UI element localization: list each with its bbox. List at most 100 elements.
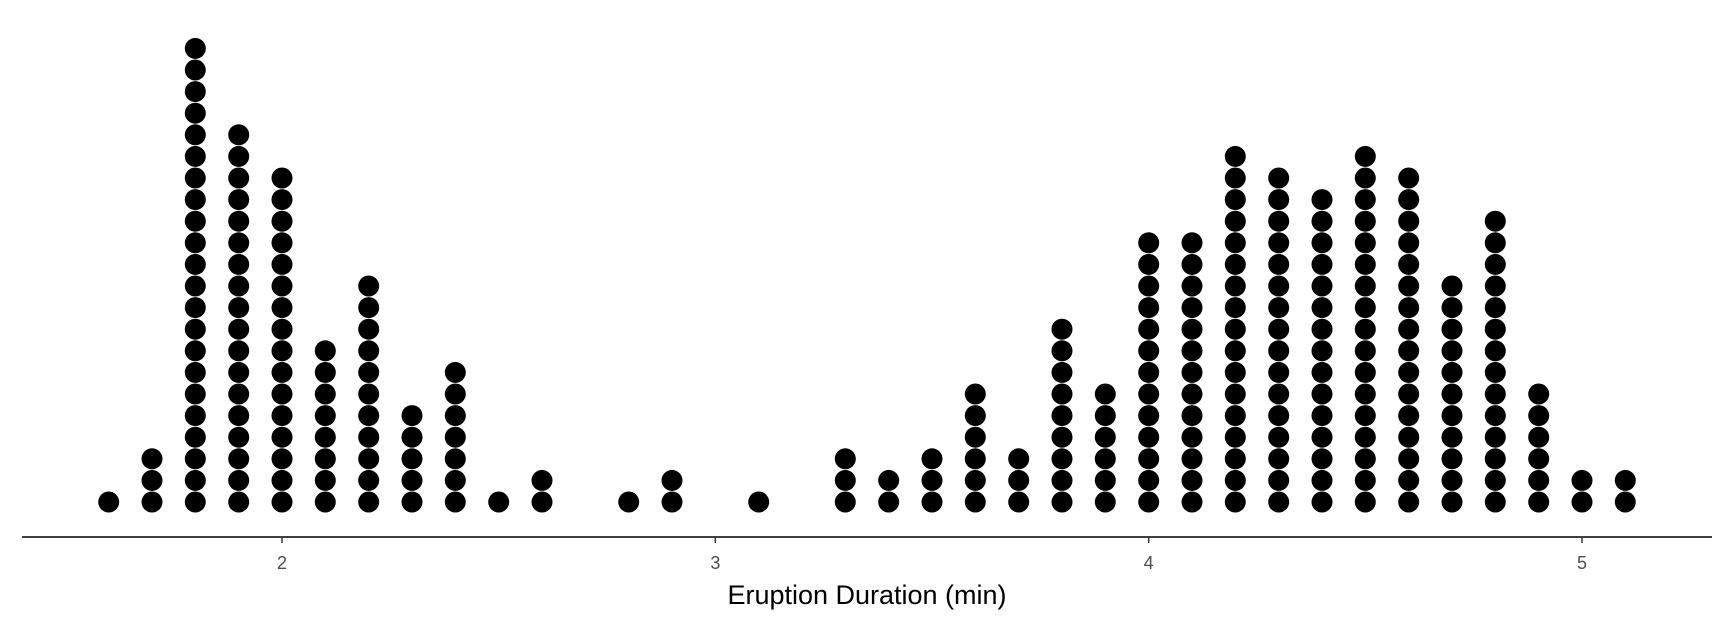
dot [401, 469, 423, 491]
dot [1094, 383, 1116, 405]
dot [1441, 275, 1463, 297]
dot [228, 124, 250, 146]
dot [1138, 253, 1160, 275]
dot [1398, 253, 1420, 275]
dot [1311, 275, 1333, 297]
dot [184, 383, 206, 405]
dot [228, 318, 250, 340]
dot [1138, 383, 1160, 405]
dot [1441, 361, 1463, 383]
dot [1181, 275, 1203, 297]
dot [1398, 189, 1420, 211]
dot [1094, 426, 1116, 448]
dot [401, 491, 423, 513]
dot [358, 340, 380, 362]
dot [314, 426, 336, 448]
dot [228, 232, 250, 254]
dot [1441, 340, 1463, 362]
dot [1398, 361, 1420, 383]
dot [964, 426, 986, 448]
dot [271, 232, 293, 254]
dot [964, 469, 986, 491]
dot [1051, 383, 1073, 405]
dot [1268, 297, 1290, 319]
dot [1181, 232, 1203, 254]
dot [228, 340, 250, 362]
dot [184, 297, 206, 319]
dot [444, 361, 466, 383]
dot [1051, 426, 1073, 448]
dot [1354, 167, 1376, 189]
dot [358, 448, 380, 470]
dot [1094, 469, 1116, 491]
dot [964, 383, 986, 405]
dot [1224, 405, 1246, 427]
dot [1094, 405, 1116, 427]
dot [1181, 491, 1203, 513]
dot [1224, 189, 1246, 211]
dot [98, 491, 120, 513]
dot [1181, 426, 1203, 448]
dot [1268, 448, 1290, 470]
dot [1268, 405, 1290, 427]
dot [1398, 448, 1420, 470]
dot [184, 210, 206, 232]
dot [1311, 491, 1333, 513]
dot [1354, 189, 1376, 211]
dot [1311, 340, 1333, 362]
dot [1051, 340, 1073, 362]
dot [1354, 275, 1376, 297]
dot [531, 469, 553, 491]
dot [1268, 426, 1290, 448]
dot [1268, 232, 1290, 254]
dot [1484, 232, 1506, 254]
dot [1311, 383, 1333, 405]
dot [184, 124, 206, 146]
dot [1354, 318, 1376, 340]
dot [141, 491, 163, 513]
dot [921, 448, 943, 470]
dot [1311, 253, 1333, 275]
dot [1051, 318, 1073, 340]
dot [358, 275, 380, 297]
dot [1354, 469, 1376, 491]
dot [748, 491, 770, 513]
dot [444, 405, 466, 427]
dot [1138, 340, 1160, 362]
dot [314, 405, 336, 427]
dot [1051, 361, 1073, 383]
dot [1484, 253, 1506, 275]
dot [271, 383, 293, 405]
dot [1224, 469, 1246, 491]
dot [1311, 297, 1333, 319]
dot [228, 167, 250, 189]
dot [1051, 491, 1073, 513]
dot [1311, 361, 1333, 383]
dot [1354, 426, 1376, 448]
dot [401, 426, 423, 448]
dot [921, 491, 943, 513]
dot [1528, 469, 1550, 491]
dot [1354, 253, 1376, 275]
dot [1484, 340, 1506, 362]
dot [1224, 318, 1246, 340]
dot [1268, 318, 1290, 340]
dot [1484, 405, 1506, 427]
dot [271, 210, 293, 232]
dot [1224, 426, 1246, 448]
dot [1528, 426, 1550, 448]
dot [184, 81, 206, 103]
dot [1441, 318, 1463, 340]
dot [1441, 491, 1463, 513]
dot [1354, 232, 1376, 254]
dot [1354, 145, 1376, 167]
dot [314, 448, 336, 470]
dot [228, 145, 250, 167]
dot [184, 361, 206, 383]
dot [1354, 361, 1376, 383]
dot [228, 210, 250, 232]
dot [1354, 405, 1376, 427]
dot [444, 469, 466, 491]
dot [1138, 405, 1160, 427]
dot [1008, 448, 1030, 470]
